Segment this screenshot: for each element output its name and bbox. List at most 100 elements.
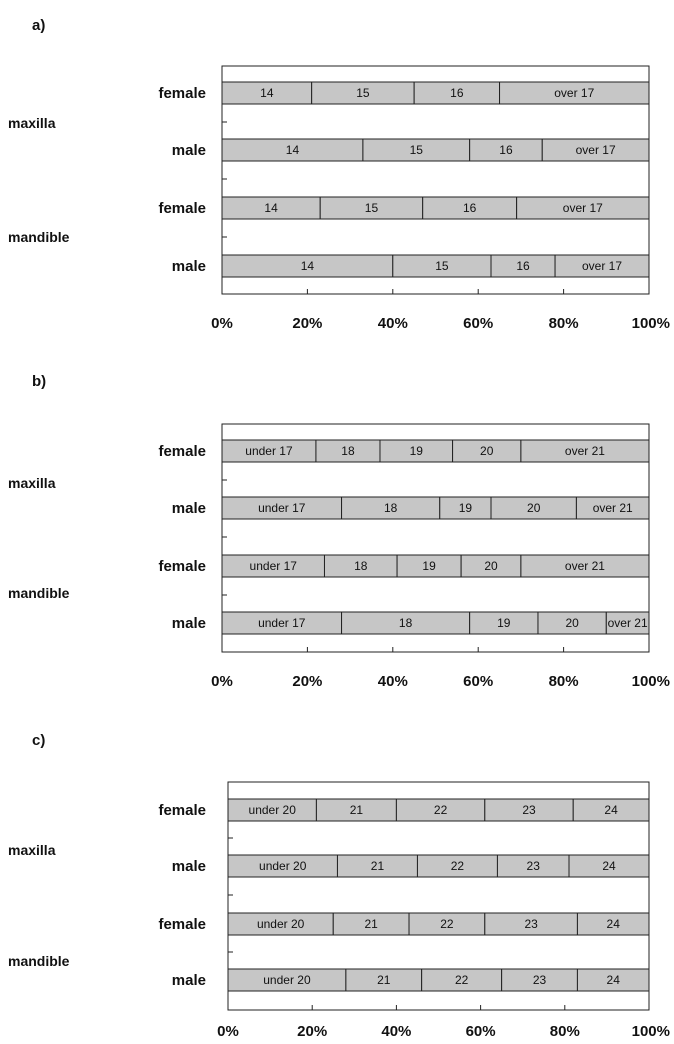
bar-segment-label: 22: [451, 859, 465, 873]
bar-segment-label: 18: [399, 616, 413, 630]
bar-segment-label: 18: [341, 444, 355, 458]
group-label-maxilla: maxilla: [8, 115, 56, 131]
row-label-female: female: [158, 802, 206, 819]
bar-segment-label: 20: [565, 616, 579, 630]
bar-segment-label: 14: [301, 259, 315, 273]
x-tick-label: 100%: [632, 1023, 670, 1040]
bar-segment: [520, 439, 650, 463]
row-label-male: male: [172, 142, 206, 159]
bar-segment-label: 24: [604, 803, 618, 817]
row-label-male: male: [172, 972, 206, 989]
x-tick-label: 20%: [292, 673, 322, 690]
group-label-mandible: mandible: [8, 229, 70, 245]
x-tick-label: 100%: [632, 315, 670, 332]
x-tick-label: 60%: [463, 315, 493, 332]
bar-segment-label: over 17: [576, 143, 616, 157]
bar-segment-label: 16: [450, 86, 464, 100]
bar-segment-label: 24: [607, 917, 621, 931]
bar-segment-label: 19: [422, 559, 436, 573]
bar-segment-label: 22: [440, 917, 454, 931]
bar-segment-label: 14: [260, 86, 274, 100]
bar-segment-label: 19: [497, 616, 511, 630]
bar-segment-label: under 17: [258, 616, 306, 630]
group-label-mandible: mandible: [8, 953, 70, 969]
bar-segment-label: 15: [410, 143, 424, 157]
bar-segment-label: under 20: [257, 917, 305, 931]
bar-segment-label: under 17: [258, 501, 306, 515]
bar-segment-label: under 20: [263, 973, 311, 987]
bar-segment-label: 23: [524, 917, 538, 931]
x-tick-label: 0%: [217, 1023, 239, 1040]
bar-segment: [576, 968, 650, 992]
bar-segment-label: 19: [410, 444, 424, 458]
x-tick-label: 40%: [378, 673, 408, 690]
bar-segment-label: under 20: [259, 859, 307, 873]
bar-segment-label: 15: [356, 86, 370, 100]
bar-segment-label: 20: [480, 444, 494, 458]
bar-segment: [554, 254, 650, 278]
bar-segment-label: 14: [264, 201, 278, 215]
bar-segment: [568, 854, 650, 878]
bar-segment-label: over 21: [565, 559, 605, 573]
bar-segment-label: 24: [602, 859, 616, 873]
bar-segment-label: 20: [527, 501, 541, 515]
bar-segment: [576, 912, 650, 936]
group-label-mandible: mandible: [8, 585, 70, 601]
x-tick-label: 60%: [463, 673, 493, 690]
group-label-maxilla: maxilla: [8, 475, 56, 491]
row-label-female: female: [158, 916, 206, 933]
panel-label: b): [32, 373, 46, 390]
bar-segment: [605, 611, 650, 635]
row-label-female: female: [158, 85, 206, 102]
chart-panel-a: a) 0% 20% 40% 60% 80% 100% maxilla mandible femal…: [8, 17, 670, 332]
group-label-maxilla: maxilla: [8, 842, 56, 858]
bar-segment: [572, 798, 650, 822]
bar-segment-label: 21: [364, 917, 378, 931]
bar-segment-label: over 17: [554, 86, 594, 100]
bar-segment: [499, 81, 650, 105]
bar-segment-label: 21: [371, 859, 385, 873]
chart-panel-c: c) 0% 20% 40% 60% 80% 100% maxilla mandible femal…: [8, 732, 670, 1040]
bar-segment-label: 22: [434, 803, 448, 817]
bar-segment-label: under 20: [249, 803, 297, 817]
bar-segment: [575, 496, 650, 520]
x-tick-label: 60%: [466, 1023, 496, 1040]
row-label-male: male: [172, 615, 206, 632]
x-tick-label: 80%: [549, 673, 579, 690]
bar-segment-label: 15: [365, 201, 379, 215]
panel-label: a): [32, 17, 45, 34]
bar-segment-label: over 21: [565, 444, 605, 458]
bar-segment-label: 15: [435, 259, 449, 273]
bar-segment-label: 20: [484, 559, 498, 573]
bar-segment-label: 16: [499, 143, 513, 157]
bar-segment-label: 21: [350, 803, 364, 817]
x-tick-label: 20%: [292, 315, 322, 332]
bar-segment-label: over 17: [582, 259, 622, 273]
bar-segment: [520, 554, 650, 578]
x-tick-label: 0%: [211, 673, 233, 690]
bar-segment-label: 23: [527, 859, 541, 873]
bar-segment-label: over 21: [608, 616, 648, 630]
row-label-male: male: [172, 258, 206, 275]
bar-segment-label: 23: [522, 803, 536, 817]
row-label-male: male: [172, 858, 206, 875]
bar-segment-label: under 17: [245, 444, 293, 458]
x-tick-label: 0%: [211, 315, 233, 332]
chart-panel-b: b) 0% 20% 40% 60% 80% 100% maxilla mandible femal…: [8, 373, 670, 690]
bar-segment: [516, 196, 650, 220]
bar-segment-label: 23: [533, 973, 547, 987]
bar-segment-label: 19: [459, 501, 473, 515]
row-label-female: female: [158, 443, 206, 460]
bar-segment-label: 18: [384, 501, 398, 515]
bar-segment-label: 21: [377, 973, 391, 987]
bar-segment-label: 16: [463, 201, 477, 215]
bar-segment-label: 14: [286, 143, 300, 157]
bar-segment-label: over 17: [563, 201, 603, 215]
x-tick-label: 80%: [550, 1023, 580, 1040]
bar-segment-label: over 21: [593, 501, 633, 515]
row-label-male: male: [172, 500, 206, 517]
bar-segment-label: 24: [607, 973, 621, 987]
x-tick-label: 40%: [381, 1023, 411, 1040]
x-tick-label: 80%: [549, 315, 579, 332]
